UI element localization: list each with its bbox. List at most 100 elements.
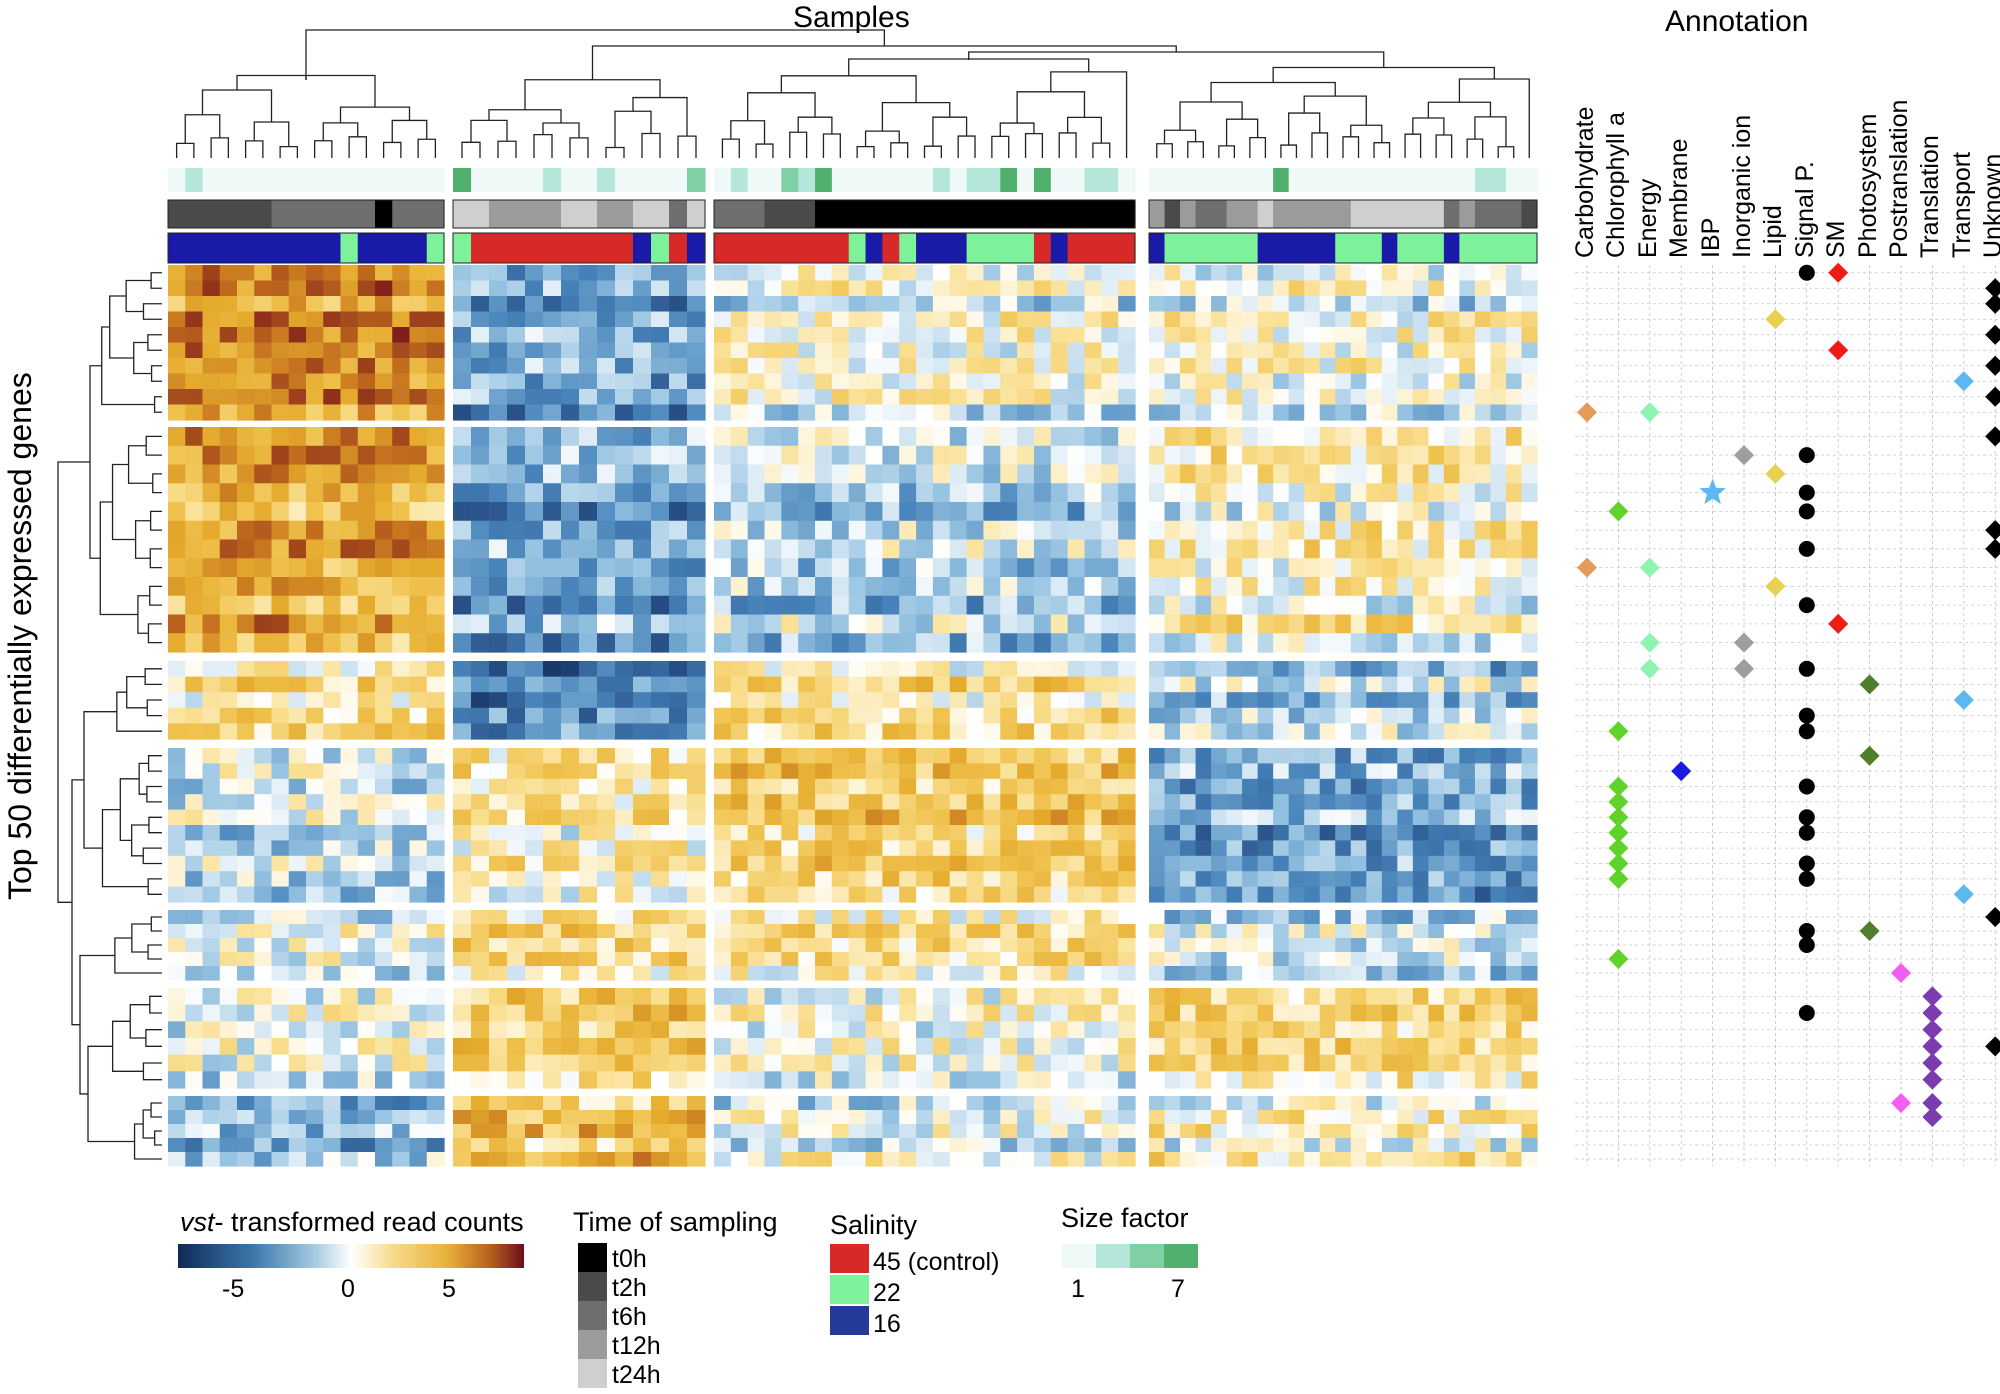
heatmap-cell (375, 886, 393, 903)
heatmap-cell (1505, 373, 1523, 390)
heatmap-cell (409, 924, 428, 939)
heatmap-cell (764, 661, 782, 678)
heatmap-cell (185, 1071, 204, 1089)
heatmap-cell (271, 952, 290, 967)
heatmap-cell (1033, 311, 1052, 328)
heatmap-cell (1335, 886, 1352, 903)
heatmap-cell (815, 595, 833, 616)
heatmap-cell (831, 502, 850, 522)
heatmap-cell (323, 1038, 342, 1056)
heatmap-cell (1242, 938, 1259, 953)
heatmap-cell (1397, 661, 1414, 678)
heatmap-cell (983, 404, 1001, 421)
heatmap-cell (507, 358, 526, 375)
heatmap-cell (561, 342, 580, 359)
heatmap-cell (507, 404, 526, 421)
heatmap-cell (392, 520, 411, 541)
heatmap-cell (219, 988, 238, 1006)
heatmap-cell (219, 707, 238, 724)
heatmap-cell (865, 778, 883, 795)
size-factor-swatch (1062, 1244, 1096, 1268)
heatmap-cell (340, 389, 359, 406)
heatmap-cell (798, 1110, 816, 1125)
heatmap-cell (1149, 952, 1166, 967)
heatmap-cell (1505, 988, 1523, 1006)
heatmap-cell (1521, 404, 1538, 421)
heatmap-cell (1033, 886, 1052, 903)
heatmap-cell (1067, 1071, 1086, 1089)
heatmap-cell (615, 1021, 634, 1039)
heatmap-cell (375, 924, 393, 939)
heatmap-cell (202, 707, 221, 724)
heatmap-cell (597, 809, 616, 826)
heatmap-cell (687, 520, 706, 541)
heatmap-cell (543, 778, 562, 795)
heatmap-cell (1490, 840, 1507, 857)
salinity-legend-swatch (830, 1275, 869, 1304)
heatmap-cell (1490, 483, 1507, 503)
heatmap-cell (966, 952, 985, 967)
heatmap-cell (669, 389, 688, 406)
salinity-cell (714, 233, 732, 263)
heatmap-cell (1521, 723, 1538, 740)
heatmap-cell (1335, 427, 1352, 447)
heatmap-cell (781, 427, 799, 447)
heatmap-cell (1164, 483, 1181, 503)
heatmap-cell (815, 265, 833, 282)
heatmap-cell (357, 327, 376, 344)
heatmap-cell (1033, 707, 1052, 724)
heatmap-cell (1350, 520, 1367, 541)
heatmap-cell (865, 809, 883, 826)
heatmap-cell (543, 1038, 562, 1056)
heatmap-cell (1366, 520, 1383, 541)
heatmap-cell (1366, 825, 1383, 841)
heatmap-cell (1164, 966, 1181, 981)
heatmap-cell (1000, 539, 1018, 559)
time-cell (916, 200, 934, 228)
heatmap-cell (1366, 1004, 1383, 1022)
heatmap-cell (579, 1152, 598, 1167)
heatmap-cell (1428, 373, 1445, 390)
heatmap-cell (1101, 952, 1119, 967)
heatmap-cell (1304, 886, 1321, 903)
heatmap-cell (1366, 427, 1383, 447)
heatmap-cell (747, 855, 766, 872)
heatmap-cell (983, 840, 1001, 857)
heatmap-cell (1319, 1124, 1336, 1139)
size-factor-cell (288, 168, 307, 192)
heatmap-cell (306, 661, 324, 678)
heatmap-cell (899, 1124, 917, 1139)
heatmap-cell (1084, 924, 1102, 939)
heatmap-cell (1474, 924, 1492, 939)
heatmap-cell (471, 1110, 490, 1125)
heatmap-cell (219, 311, 238, 328)
heatmap-cell (1211, 966, 1228, 981)
heatmap-cell (525, 723, 544, 740)
heatmap-cell (1242, 427, 1259, 447)
heatmap-cell (453, 1054, 472, 1072)
heatmap-cell (471, 358, 490, 375)
heatmap-cell (561, 327, 580, 344)
heatmap-cell (781, 1138, 799, 1153)
heatmap-cell (1505, 342, 1523, 359)
heatmap-cell (899, 520, 917, 541)
heatmap-cell (1319, 886, 1336, 903)
heatmap-cell (597, 404, 616, 421)
heatmap-cell (848, 280, 867, 297)
heatmap-cell (1273, 464, 1290, 484)
heatmap-cell (1101, 707, 1119, 724)
heatmap-cell (1521, 633, 1538, 653)
size-factor-cell (932, 168, 951, 192)
heatmap-cell (1319, 840, 1336, 857)
heatmap-cell (615, 1071, 634, 1089)
heatmap-cell (669, 445, 688, 466)
heatmap-cell (254, 692, 273, 709)
heatmap-cell (1304, 952, 1321, 967)
heatmap-cell (1474, 404, 1492, 421)
heatmap-cell (747, 389, 766, 406)
heatmap-cell (1474, 445, 1492, 466)
heatmap-cell (1017, 924, 1035, 939)
heatmap-cell (1521, 265, 1538, 282)
heatmap-cell (507, 311, 526, 328)
heatmap-cell (340, 1138, 359, 1153)
